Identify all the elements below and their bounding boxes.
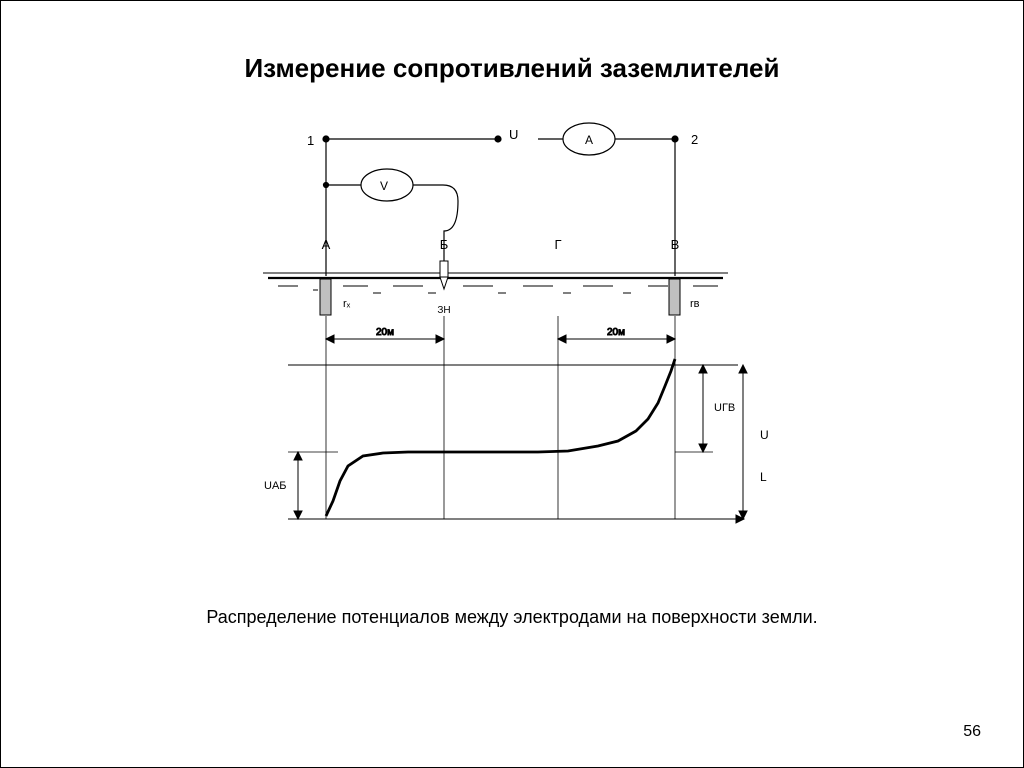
electrode-v xyxy=(669,279,680,315)
guide-lines xyxy=(326,316,675,519)
slide-title: Измерение сопротивлений заземлителей xyxy=(1,53,1023,84)
schematic-svg: 1 U 2 V A xyxy=(168,121,858,581)
terminal-2-label: 2 xyxy=(691,132,698,147)
top-circuit xyxy=(323,123,678,276)
electrode-g-label: Г xyxy=(554,237,561,252)
ground-surface xyxy=(263,273,728,293)
electrodes: А rₓ Б ЗН Г В rв xyxy=(320,237,700,316)
probe-b xyxy=(440,261,448,289)
dim-right-label: 20м xyxy=(607,327,625,338)
terminal-1-label: 1 xyxy=(307,133,314,148)
slide: Измерение сопротивлений заземлителей xyxy=(0,0,1024,768)
u-terminal-label: U xyxy=(509,127,518,142)
potential-plot-frame xyxy=(288,365,744,523)
u-total-dimension xyxy=(739,365,747,519)
voltmeter-label: V xyxy=(380,179,388,193)
u-gv-label: UГВ xyxy=(714,402,735,414)
l-axis-label: L xyxy=(760,470,767,484)
electrode-a-label: А xyxy=(322,237,331,252)
dimensions: 20м 20м xyxy=(326,327,675,343)
electrode-v-label: В xyxy=(671,237,680,252)
electrode-a xyxy=(320,279,331,315)
u-gv-dimension xyxy=(675,365,713,452)
u-total-label: U xyxy=(760,428,769,442)
r-v-label: rв xyxy=(690,298,700,310)
diagram-area: 1 U 2 V A xyxy=(168,121,858,581)
probe-sub-label: ЗН xyxy=(437,305,450,316)
ammeter-label: A xyxy=(585,133,593,147)
slide-caption: Распределение потенциалов между электрод… xyxy=(1,607,1023,628)
electrode-b-label: Б xyxy=(440,237,449,252)
page-number: 56 xyxy=(963,723,981,741)
r-x-label: rₓ xyxy=(343,298,351,310)
dim-left-label: 20м xyxy=(376,327,394,338)
u-ab-label: UАБ xyxy=(264,480,287,492)
potential-curve xyxy=(326,359,675,516)
